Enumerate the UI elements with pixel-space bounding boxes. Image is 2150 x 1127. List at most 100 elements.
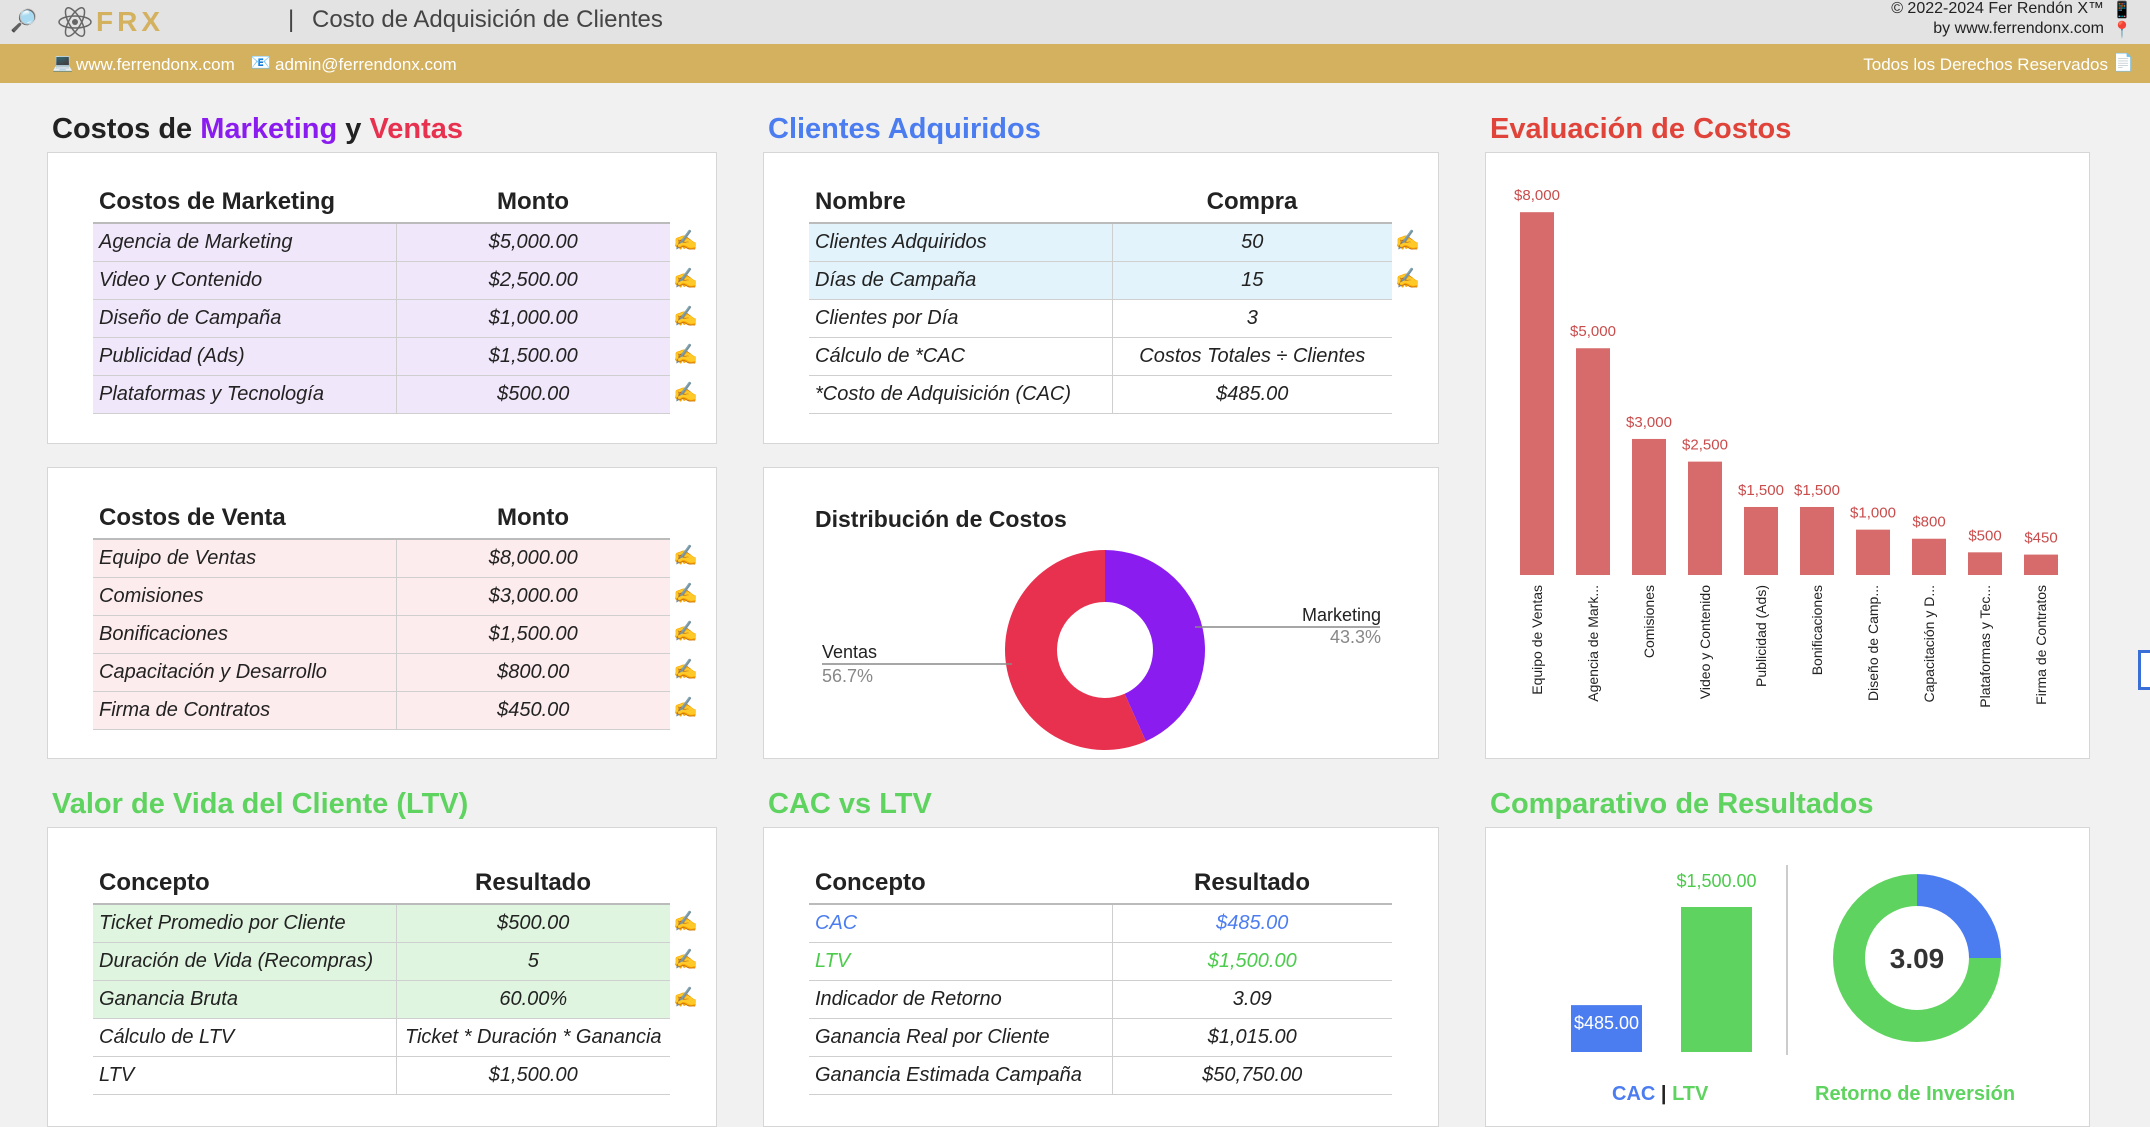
edit-icon[interactable]: ✍ [673,697,698,719]
bar-9 [1968,552,2002,575]
comparativo-divider [1786,865,1788,1055]
bar-value-label: $500 [1968,527,2001,544]
edit-icon[interactable]: ✍ [673,306,698,328]
marketing-amount[interactable]: $2,500.00 [396,261,670,300]
legend-ventas-label: Ventas [822,642,878,662]
edit-icon[interactable]: ✍ [673,911,698,933]
bar-category-label: Comisiones [1641,585,1657,658]
clientes-value[interactable]: 50 [1112,223,1392,262]
cac-ltv-concept: CAC [809,904,1113,943]
ventas-concept[interactable]: Bonificaciones [93,615,397,654]
marketing-amount[interactable]: $5,000.00 [396,223,670,262]
section-title-cac-ltv: CAC vs LTV [768,788,932,820]
email-link[interactable]: admin@ferrendonx.com [275,55,457,74]
ltv-value: Ticket * Duración * Ganancia [396,1018,670,1057]
marketing-amount[interactable]: $1,000.00 [396,299,670,338]
table-row: Diseño de Campaña $1,000.00 [93,299,670,338]
ltv-value[interactable]: $500.00 [396,904,670,943]
clientes-concept: Cálculo de *CAC [809,337,1113,376]
marketing-concept[interactable]: Agencia de Marketing [93,223,397,262]
section-title-ltv: Valor de Vida del Cliente (LTV) [52,788,469,820]
ventas-amount[interactable]: $1,500.00 [396,615,670,654]
edit-icon[interactable]: ✍ [673,268,698,290]
marketing-amount[interactable]: $500.00 [396,375,670,414]
ltv-value: $1,500.00 [396,1056,670,1095]
clientes-value[interactable]: 15 [1112,261,1392,300]
ltv-value[interactable]: 5 [396,942,670,981]
clientes-concept[interactable]: Días de Campaña [809,261,1113,300]
ventas-table: Costos de Venta Monto Equipo de Ventas $8… [93,497,670,730]
legend-ventas-percent: 56.7% [822,666,874,686]
bar-category-label: Plataformas y Tec... [1977,585,1993,708]
ltv-concept[interactable]: Ticket Promedio por Cliente [93,904,397,943]
table-row: LTV $1,500.00 [809,942,1392,981]
table-row: Ganancia Estimada Campaña $50,750.00 [809,1056,1392,1095]
distribucion-leader-lines [822,626,1380,665]
website-link[interactable]: www.ferrendonx.com [76,55,235,74]
ventas-amount[interactable]: $450.00 [396,691,670,730]
retorno-slice-green [1833,874,2001,1042]
edit-icon[interactable]: ✍ [1395,268,1420,290]
search-icon[interactable]: 🔎 [10,8,38,33]
cac-ltv-header-concept: Concepto [809,862,1112,905]
edit-icon[interactable]: ✍ [673,583,698,605]
clientes-value: Costos Totales ÷ Clientes [1112,337,1392,376]
retorno-donut-chart [1833,874,2001,1042]
marketing-amount[interactable]: $1,500.00 [396,337,670,376]
bar-category-label: Firma de Contratos [2033,585,2049,705]
cac-ltv-concept: LTV [809,942,1113,981]
table-row: Días de Campaña 15 [809,261,1392,300]
legend-marketing-label: Marketing [1302,605,1382,625]
table-row: Ganancia Bruta 60.00% [93,980,670,1019]
edit-icon[interactable]: ✍ [673,621,698,643]
title-prefix: Costos de [52,113,201,145]
top-bar: 🔎 FRX | Costo de Adquisición de Clientes… [0,0,2150,44]
edit-icon[interactable]: ✍ [1395,230,1420,252]
pin-icon: 📍 [2112,22,2132,39]
bar-value-label: $1,500.00 [1676,871,1756,891]
ltv-concept[interactable]: Duración de Vida (Recompras) [93,942,397,981]
table-row: LTV $1,500.00 [93,1056,670,1095]
bar-category-label: Agencia de Mark... [1585,585,1601,702]
ventas-concept[interactable]: Equipo de Ventas [93,539,397,578]
scroll-edge-marker[interactable] [2138,650,2150,690]
table-row: CAC $485.00 [809,904,1392,943]
cac-ltv-value: 3.09 [1112,980,1392,1019]
edit-icon[interactable]: ✍ [673,545,698,567]
ltv-table: Concepto Resultado Ticket Promedio por C… [93,862,670,1095]
edit-icon[interactable]: ✍ [673,949,698,971]
cac-ltv-concept: Ganancia Estimada Campaña [809,1056,1113,1095]
bar-value-label: $3,000 [1626,414,1672,431]
table-row: Agencia de Marketing $5,000.00 [93,223,670,262]
edit-icon[interactable]: ✍ [673,987,698,1009]
ventas-concept[interactable]: Firma de Contratos [93,691,397,730]
cac-ltv-chart-caption: CAC | LTV [1612,1083,1708,1106]
edit-icon[interactable]: ✍ [673,230,698,252]
bar-value-label: $5,000 [1570,323,1616,340]
bar-5 [1744,506,1778,575]
page-title: Costo de Adquisición de Clientes [312,6,663,33]
bar-value-label: $1,000 [1850,505,1896,522]
ltv-concept[interactable]: Ganancia Bruta [93,980,397,1019]
marketing-concept[interactable]: Publicidad (Ads) [93,337,397,376]
ventas-concept[interactable]: Capacitación y Desarrollo [93,653,397,692]
bar-ltv [1681,907,1752,1052]
ltv-value[interactable]: 60.00% [396,980,670,1019]
edit-icon[interactable]: ✍ [673,382,698,404]
bar-3 [1632,438,1666,575]
marketing-concept[interactable]: Diseño de Campaña [93,299,397,338]
ventas-concept[interactable]: Comisiones [93,577,397,616]
cac-ltv-value: $50,750.00 [1112,1056,1392,1095]
ventas-amount[interactable]: $3,000.00 [396,577,670,616]
clientes-concept[interactable]: Clientes Adquiridos [809,223,1113,262]
ventas-amount[interactable]: $800.00 [396,653,670,692]
logo-text: FRX [96,6,164,37]
ventas-amount[interactable]: $8,000.00 [396,539,670,578]
bar-value-label: $2,500 [1682,437,1728,454]
caption-cac: CAC [1612,1083,1656,1105]
marketing-concept[interactable]: Plataformas y Tecnología [93,375,397,414]
logo-atom-icon [58,7,92,37]
marketing-concept[interactable]: Video y Contenido [93,261,397,300]
edit-icon[interactable]: ✍ [673,659,698,681]
edit-icon[interactable]: ✍ [673,344,698,366]
